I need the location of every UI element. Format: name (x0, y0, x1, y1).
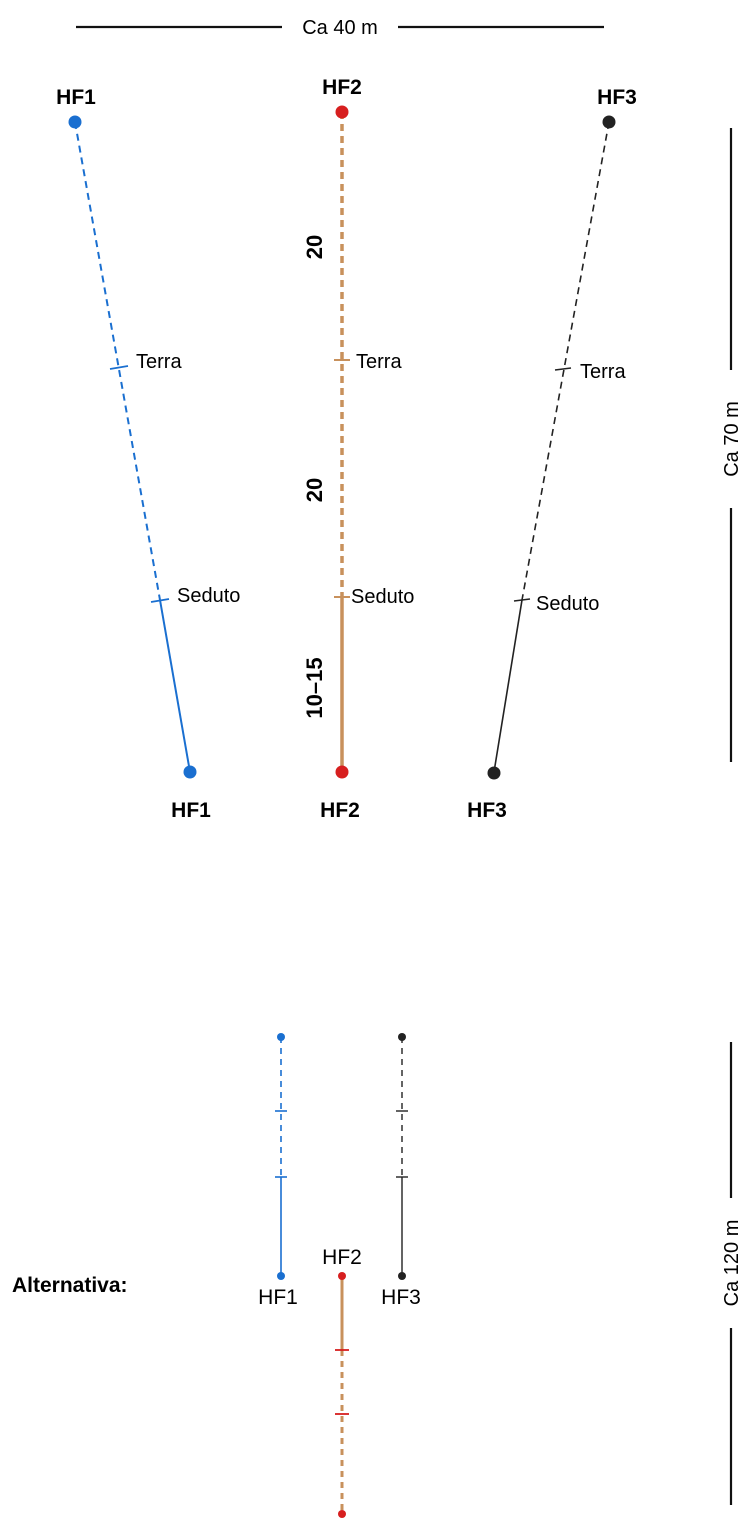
lane-hf1: HF1 HF1 Terra Seduto (56, 86, 240, 822)
alt-hf2-end-point (338, 1510, 346, 1518)
hf2-distance-2: 20 (302, 478, 327, 502)
width-dimension: Ca 40 m (76, 17, 604, 39)
hf2-top-label: HF2 (322, 76, 362, 99)
hf3-end-point (487, 766, 501, 780)
hf2-start-point (335, 105, 349, 119)
hf2-distance-3: 10–15 (302, 657, 327, 718)
width-dimension-label: Ca 40 m (302, 17, 378, 39)
alt-height-dimension-label: Ca 120 m (721, 1220, 740, 1307)
lane-hf2: HF2 HF2 Terra Seduto 20 20 10–15 (302, 76, 414, 822)
hf2-end-point (335, 765, 349, 779)
alt-hf1-start-point (277, 1033, 285, 1041)
hf3-start-point (602, 115, 616, 129)
hf1-bottom-label: HF1 (171, 799, 211, 822)
hf2-bottom-label: HF2 (320, 799, 360, 822)
hf1-terra-label: Terra (136, 351, 182, 373)
alt-hf1-end-point (277, 1272, 285, 1280)
hf3-solid-segment (493, 599, 523, 773)
hf1-tick-seduto (150, 598, 170, 603)
alt-hf1-label: HF1 (258, 1286, 298, 1309)
hf2-terra-label: Terra (356, 351, 402, 373)
hf1-top-label: HF1 (56, 86, 96, 109)
lane-hf3: HF3 HF3 Terra Seduto (467, 86, 637, 822)
hf1-tick-terra (109, 365, 129, 370)
alt-hf3-end-point (398, 1272, 406, 1280)
alternative-layout: Alternativa: HF1 HF3 HF2 Ca 120 m (12, 1033, 740, 1518)
hf2-seduto-label: Seduto (351, 586, 414, 608)
hf3-terra-label: Terra (580, 361, 626, 383)
hf2-distance-1: 20 (302, 235, 327, 259)
alt-hf2-start-point (338, 1272, 346, 1280)
hf1-end-point (183, 765, 197, 779)
height-dimension-top: Ca 70 m (721, 128, 740, 762)
hf3-top-label: HF3 (597, 86, 637, 109)
alt-hf3-label: HF3 (381, 1286, 421, 1309)
hf1-dashed-segment (74, 121, 161, 601)
height-dimension-label: Ca 70 m (721, 401, 740, 477)
alt-hf2-label: HF2 (322, 1246, 362, 1269)
hf3-bottom-label: HF3 (467, 799, 507, 822)
hf1-solid-segment (159, 599, 191, 773)
hf3-tick-seduto (513, 598, 531, 602)
hf1-start-point (68, 115, 82, 129)
hf3-seduto-label: Seduto (536, 593, 599, 615)
alternative-title: Alternativa: (12, 1274, 128, 1297)
alt-hf3-start-point (398, 1033, 406, 1041)
hf1-seduto-label: Seduto (177, 585, 240, 607)
hf3-tick-terra (554, 367, 572, 371)
hf3-dashed-segment (521, 121, 610, 601)
